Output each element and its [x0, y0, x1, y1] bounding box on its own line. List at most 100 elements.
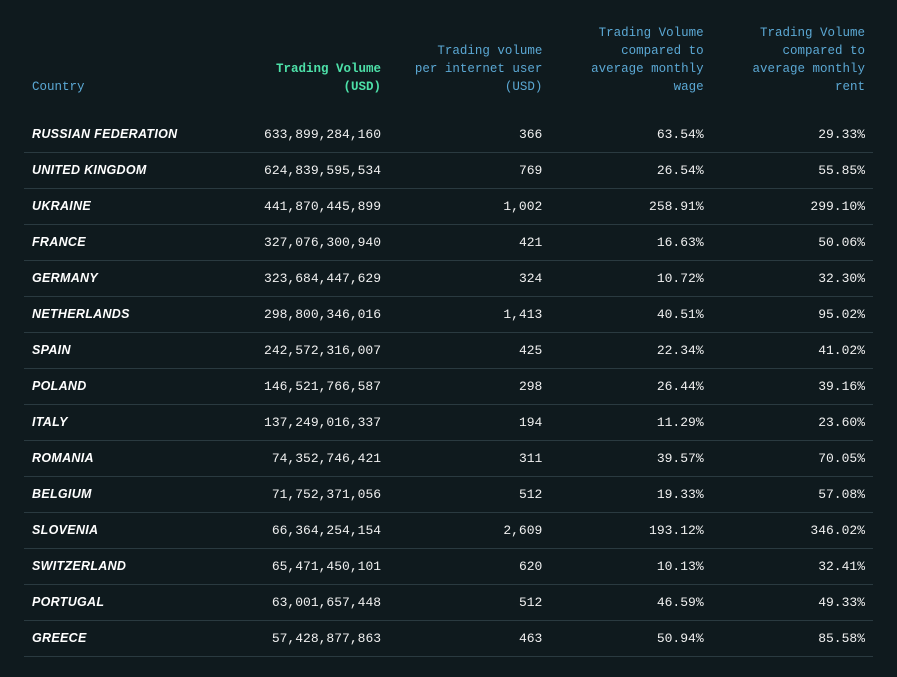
cell-country: SWITZERLAND	[24, 548, 211, 584]
cell-volume: 66,364,254,154	[211, 512, 389, 548]
cell-vs-wage: 16.63%	[550, 224, 711, 260]
cell-vs-wage: 39.57%	[550, 440, 711, 476]
cell-vs-rent: 70.05%	[712, 440, 873, 476]
cell-volume: 146,521,766,587	[211, 368, 389, 404]
header-line: Trading volume	[437, 44, 542, 58]
cell-per-user: 324	[389, 260, 550, 296]
cell-vs-rent: 41.02%	[712, 332, 873, 368]
cell-country: NETHERLANDS	[24, 296, 211, 332]
cell-per-user: 366	[389, 117, 550, 153]
col-header-per-user[interactable]: Trading volume per internet user (USD)	[389, 20, 550, 117]
cell-country: GERMANY	[24, 260, 211, 296]
table-row: FRANCE327,076,300,94042116.63%50.06%	[24, 224, 873, 260]
cell-per-user: 512	[389, 476, 550, 512]
cell-vs-wage: 258.91%	[550, 188, 711, 224]
cell-per-user: 463	[389, 620, 550, 656]
cell-volume: 323,684,447,629	[211, 260, 389, 296]
col-header-vs-rent[interactable]: Trading Volume compared to average month…	[712, 20, 873, 117]
header-line: Trading Volume	[276, 62, 381, 76]
header-line: Trading Volume	[599, 26, 704, 40]
cell-vs-rent: 95.02%	[712, 296, 873, 332]
cell-country: POLAND	[24, 368, 211, 404]
cell-vs-rent: 57.08%	[712, 476, 873, 512]
cell-country: FRANCE	[24, 224, 211, 260]
cell-country: RUSSIAN FEDERATION	[24, 117, 211, 153]
cell-country: ITALY	[24, 404, 211, 440]
cell-per-user: 421	[389, 224, 550, 260]
cell-vs-wage: 50.94%	[550, 620, 711, 656]
table-row: SPAIN242,572,316,00742522.34%41.02%	[24, 332, 873, 368]
cell-vs-rent: 29.33%	[712, 117, 873, 153]
cell-per-user: 2,609	[389, 512, 550, 548]
cell-vs-wage: 193.12%	[550, 512, 711, 548]
cell-vs-wage: 63.54%	[550, 117, 711, 153]
header-line: average monthly rent	[752, 62, 865, 94]
header-line: compared to	[621, 44, 704, 58]
cell-vs-rent: 50.06%	[712, 224, 873, 260]
cell-country: PORTUGAL	[24, 584, 211, 620]
col-header-country[interactable]: Country	[24, 20, 211, 117]
table-row: NETHERLANDS298,800,346,0161,41340.51%95.…	[24, 296, 873, 332]
cell-volume: 65,471,450,101	[211, 548, 389, 584]
header-line: average monthly wage	[591, 62, 704, 94]
table-row: GREECE57,428,877,86346350.94%85.58%	[24, 620, 873, 656]
cell-country: SLOVENIA	[24, 512, 211, 548]
cell-volume: 137,249,016,337	[211, 404, 389, 440]
cell-country: UKRAINE	[24, 188, 211, 224]
table-body: RUSSIAN FEDERATION633,899,284,16036663.5…	[24, 117, 873, 657]
cell-vs-rent: 299.10%	[712, 188, 873, 224]
cell-volume: 441,870,445,899	[211, 188, 389, 224]
table-row: SWITZERLAND65,471,450,10162010.13%32.41%	[24, 548, 873, 584]
cell-vs-wage: 11.29%	[550, 404, 711, 440]
cell-vs-rent: 32.41%	[712, 548, 873, 584]
col-header-volume[interactable]: Trading Volume (USD)	[211, 20, 389, 117]
cell-per-user: 311	[389, 440, 550, 476]
header-line: per internet user	[415, 62, 543, 76]
cell-volume: 624,839,595,534	[211, 152, 389, 188]
cell-vs-wage: 10.13%	[550, 548, 711, 584]
cell-country: SPAIN	[24, 332, 211, 368]
cell-per-user: 425	[389, 332, 550, 368]
header-line: (USD)	[505, 80, 543, 94]
table-header: Country Trading Volume (USD) Trading vol…	[24, 20, 873, 117]
table-row: PORTUGAL63,001,657,44851246.59%49.33%	[24, 584, 873, 620]
table-row: SLOVENIA66,364,254,1542,609193.12%346.02…	[24, 512, 873, 548]
cell-per-user: 194	[389, 404, 550, 440]
cell-vs-rent: 55.85%	[712, 152, 873, 188]
cell-vs-rent: 346.02%	[712, 512, 873, 548]
cell-volume: 57,428,877,863	[211, 620, 389, 656]
col-header-vs-wage[interactable]: Trading Volume compared to average month…	[550, 20, 711, 117]
table-row: POLAND146,521,766,58729826.44%39.16%	[24, 368, 873, 404]
table-row: UKRAINE441,870,445,8991,002258.91%299.10…	[24, 188, 873, 224]
cell-vs-wage: 26.54%	[550, 152, 711, 188]
cell-volume: 298,800,346,016	[211, 296, 389, 332]
cell-per-user: 769	[389, 152, 550, 188]
table-row: GERMANY323,684,447,62932410.72%32.30%	[24, 260, 873, 296]
cell-volume: 63,001,657,448	[211, 584, 389, 620]
cell-vs-rent: 39.16%	[712, 368, 873, 404]
header-line: Country	[32, 80, 85, 94]
cell-per-user: 512	[389, 584, 550, 620]
cell-country: ROMANIA	[24, 440, 211, 476]
header-line: (USD)	[344, 80, 382, 94]
cell-per-user: 298	[389, 368, 550, 404]
cell-volume: 71,752,371,056	[211, 476, 389, 512]
cell-vs-wage: 19.33%	[550, 476, 711, 512]
cell-per-user: 1,002	[389, 188, 550, 224]
cell-vs-rent: 49.33%	[712, 584, 873, 620]
header-line: Trading Volume	[760, 26, 865, 40]
cell-country: BELGIUM	[24, 476, 211, 512]
cell-per-user: 620	[389, 548, 550, 584]
cell-vs-rent: 32.30%	[712, 260, 873, 296]
table-row: UNITED KINGDOM624,839,595,53476926.54%55…	[24, 152, 873, 188]
cell-vs-wage: 46.59%	[550, 584, 711, 620]
table-row: BELGIUM71,752,371,05651219.33%57.08%	[24, 476, 873, 512]
cell-vs-wage: 10.72%	[550, 260, 711, 296]
table-row: RUSSIAN FEDERATION633,899,284,16036663.5…	[24, 117, 873, 153]
cell-vs-wage: 26.44%	[550, 368, 711, 404]
cell-vs-rent: 23.60%	[712, 404, 873, 440]
cell-volume: 242,572,316,007	[211, 332, 389, 368]
cell-vs-wage: 22.34%	[550, 332, 711, 368]
trading-volume-table: Country Trading Volume (USD) Trading vol…	[24, 20, 873, 657]
cell-country: GREECE	[24, 620, 211, 656]
